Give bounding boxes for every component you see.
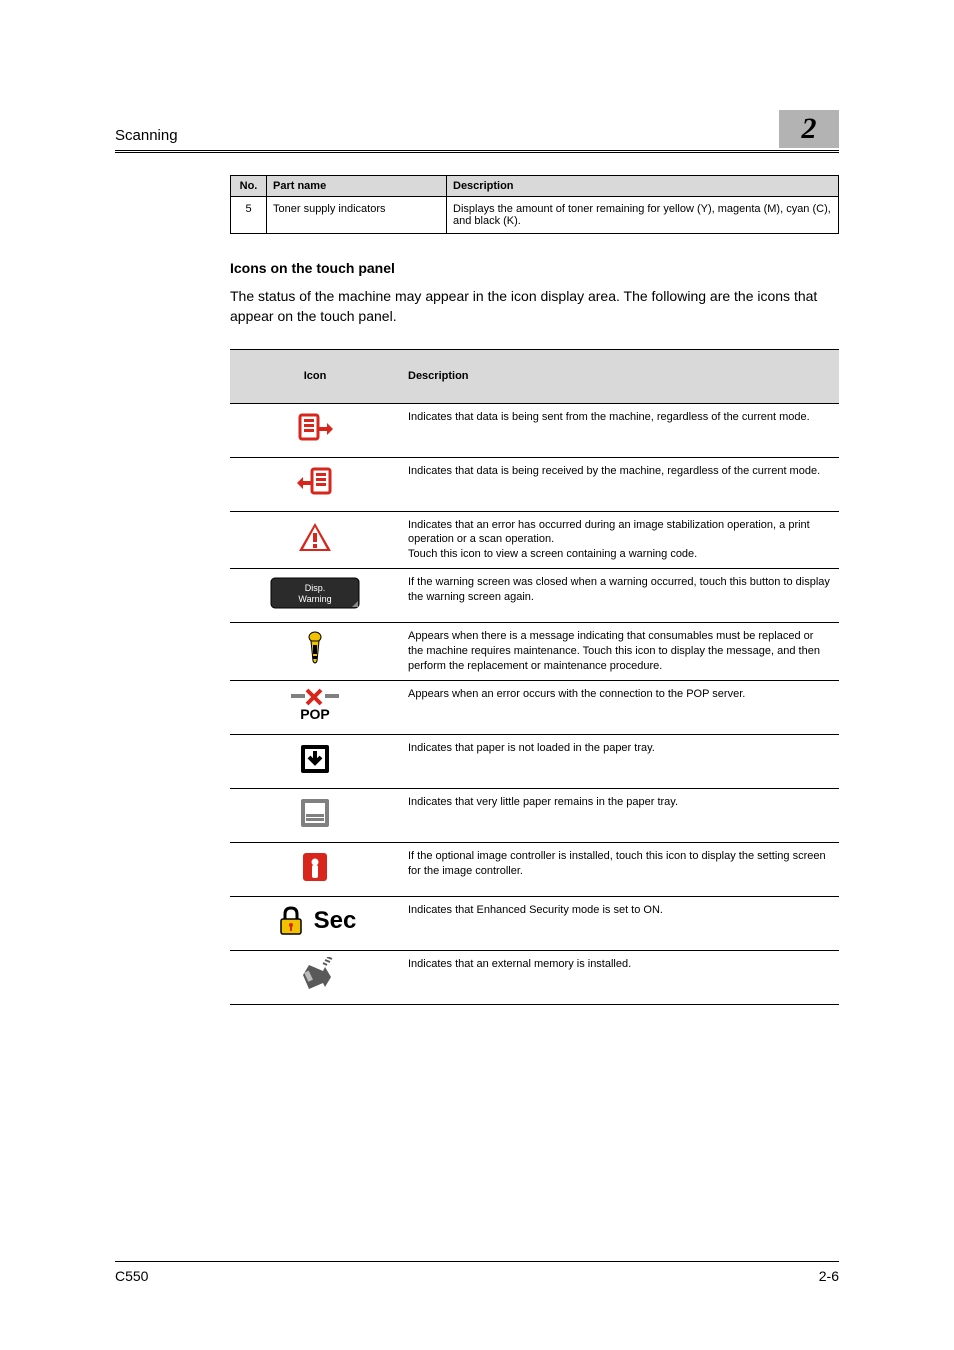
security-label: Sec: [314, 905, 357, 937]
cell-icon-desc: Appears when an error occurs with the co…: [400, 680, 839, 734]
icon-description-table: Icon Description Indicates that data is …: [230, 349, 839, 1005]
warning-button-icon: Disp.Warning: [270, 577, 360, 609]
table-row: Indicates that very little paper remains…: [230, 788, 839, 842]
table-row: Disp.Warning If the warning screen was cl…: [230, 569, 839, 623]
section-heading: Icons on the touch panel: [230, 260, 839, 276]
cell-no: 5: [231, 197, 267, 234]
cell-icon-desc: Indicates that data is being sent from t…: [400, 403, 839, 457]
svg-text:Warning: Warning: [298, 594, 331, 604]
cell-icon-desc: Indicates that Enhanced Security mode is…: [400, 896, 839, 950]
part-name-table: No. Part name Description 5Toner supply …: [230, 175, 839, 234]
table-row: 5Toner supply indicatorsDisplays the amo…: [231, 197, 839, 234]
cell-desc: Displays the amount of toner remaining f…: [447, 197, 839, 234]
table-row: Appears when there is a message indicati…: [230, 623, 839, 681]
col-header-desc: Description: [447, 176, 839, 197]
table-row: Sec Indicates that Enhanced Security mode…: [230, 896, 839, 950]
cell-name: Toner supply indicators: [267, 197, 447, 234]
page-footer: C550 2-6: [115, 1261, 839, 1284]
table-row: Indicates that an error has occurred dur…: [230, 511, 839, 569]
col-header-no: No.: [231, 176, 267, 197]
col-header-icon-desc: Description: [400, 349, 839, 403]
table-row: If the optional image controller is inst…: [230, 842, 839, 896]
image-controller-icon: [300, 850, 330, 884]
no-paper-icon: [298, 742, 332, 776]
cell-icon-desc: If the warning screen was closed when a …: [400, 569, 839, 623]
cell-icon-desc: Indicates that an error has occurred dur…: [400, 511, 839, 569]
section-body: The status of the machine may appear in …: [230, 286, 839, 327]
security-icon: Sec: [274, 905, 357, 937]
receive-icon: [297, 465, 333, 499]
low-paper-icon: [298, 796, 332, 830]
page-header-title: Scanning: [115, 127, 178, 148]
table-row: Indicates that data is being sent from t…: [230, 403, 839, 457]
chapter-number-box: 2: [779, 110, 839, 148]
table-row: POP Appears when an error occurs with the…: [230, 680, 839, 734]
col-header-icon: Icon: [230, 349, 400, 403]
svg-text:Disp.: Disp.: [305, 583, 326, 593]
error-icon: [297, 521, 333, 553]
table-row: Indicates that paper is not loaded in th…: [230, 734, 839, 788]
pop-error-icon: POP: [287, 688, 343, 722]
header-rule: [115, 150, 839, 153]
table-row: Indicates that an external memory is ins…: [230, 950, 839, 1004]
footer-model: C550: [115, 1268, 148, 1284]
external-memory-icon: [297, 957, 333, 993]
cell-icon-desc: Indicates that very little paper remains…: [400, 788, 839, 842]
cell-icon-desc: Appears when there is a message indicati…: [400, 623, 839, 681]
svg-text:POP: POP: [300, 706, 330, 722]
col-header-name: Part name: [267, 176, 447, 197]
cell-icon-desc: Indicates that an external memory is ins…: [400, 950, 839, 1004]
cell-icon-desc: Indicates that paper is not loaded in th…: [400, 734, 839, 788]
cell-icon-desc: Indicates that data is being received by…: [400, 457, 839, 511]
send-icon: [297, 411, 333, 445]
footer-page: 2-6: [819, 1268, 839, 1284]
cell-icon-desc: If the optional image controller is inst…: [400, 842, 839, 896]
table-row: Indicates that data is being received by…: [230, 457, 839, 511]
consumable-icon: [304, 631, 326, 667]
